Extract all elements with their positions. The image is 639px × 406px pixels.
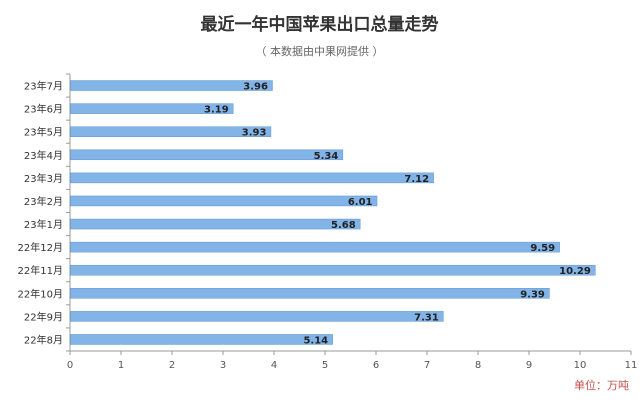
category-label: 23年5月 bbox=[24, 126, 63, 139]
bar-value-label: 10.29 bbox=[559, 266, 591, 277]
x-tick-label: 8 bbox=[475, 360, 481, 371]
x-tick-label: 0 bbox=[67, 360, 73, 371]
bar bbox=[70, 126, 272, 137]
bar-value-label: 7.31 bbox=[414, 312, 439, 323]
chart-bars bbox=[70, 80, 596, 345]
category-label: 22年12月 bbox=[18, 241, 63, 254]
bar-value-label: 3.96 bbox=[243, 82, 268, 93]
bar-value-label: 3.93 bbox=[242, 128, 267, 139]
category-label: 22年8月 bbox=[24, 333, 63, 346]
x-tick-label: 5 bbox=[322, 360, 328, 371]
bar bbox=[70, 195, 378, 207]
x-tick-label: 2 bbox=[169, 360, 175, 371]
category-label: 23年3月 bbox=[24, 172, 63, 185]
x-tick-label: 7 bbox=[424, 360, 430, 371]
x-tick-label: 9 bbox=[526, 360, 532, 371]
category-label: 23年2月 bbox=[24, 195, 63, 208]
bar bbox=[70, 172, 434, 184]
bar-value-label: 5.14 bbox=[303, 335, 328, 346]
bar bbox=[70, 241, 560, 253]
chart-axes: 0 1 2 3 4 5 6 7 8 9 10 11 bbox=[66, 73, 638, 371]
x-tick-label: 1 bbox=[118, 360, 124, 371]
bar-value-label: 3.19 bbox=[204, 105, 229, 116]
bar-value-label: 9.39 bbox=[520, 289, 545, 300]
x-tick-label: 6 bbox=[373, 360, 379, 371]
bar-value-label: 9.59 bbox=[530, 243, 555, 254]
category-label: 23年6月 bbox=[24, 103, 63, 116]
chart-title: 最近一年中国苹果出口总量走势 bbox=[200, 15, 439, 35]
bar bbox=[70, 80, 273, 91]
category-label: 22年9月 bbox=[24, 310, 63, 323]
bar bbox=[70, 288, 550, 299]
bar-value-label: 5.34 bbox=[314, 151, 339, 162]
x-tick-label: 4 bbox=[271, 360, 277, 371]
unit-label: 单位：万吨 bbox=[574, 379, 629, 392]
x-tick-label: 3 bbox=[220, 360, 226, 371]
chart-subtitle: （ 本数据由中果网提供 ） bbox=[255, 45, 384, 58]
chart-labels: 23年7月 3.96 23年6月 3.19 23年5月 3.93 23年4月 5.34 23年3… bbox=[18, 80, 591, 347]
bar bbox=[70, 334, 333, 345]
category-label: 22年11月 bbox=[18, 264, 63, 277]
category-label: 22年10月 bbox=[18, 287, 63, 300]
category-label: 23年7月 bbox=[24, 80, 63, 93]
x-tick-label: 10 bbox=[574, 360, 587, 371]
bar-value-label: 5.68 bbox=[331, 220, 356, 231]
bar bbox=[70, 218, 361, 230]
bar-value-label: 7.12 bbox=[404, 174, 429, 185]
bar-value-label: 6.01 bbox=[348, 197, 373, 208]
bar bbox=[70, 149, 344, 161]
bar bbox=[70, 264, 596, 276]
bar bbox=[70, 103, 234, 114]
x-tick-label: 11 bbox=[625, 360, 638, 371]
category-label: 23年4月 bbox=[24, 149, 63, 162]
bar bbox=[70, 311, 444, 322]
category-label: 23年1月 bbox=[24, 218, 63, 231]
